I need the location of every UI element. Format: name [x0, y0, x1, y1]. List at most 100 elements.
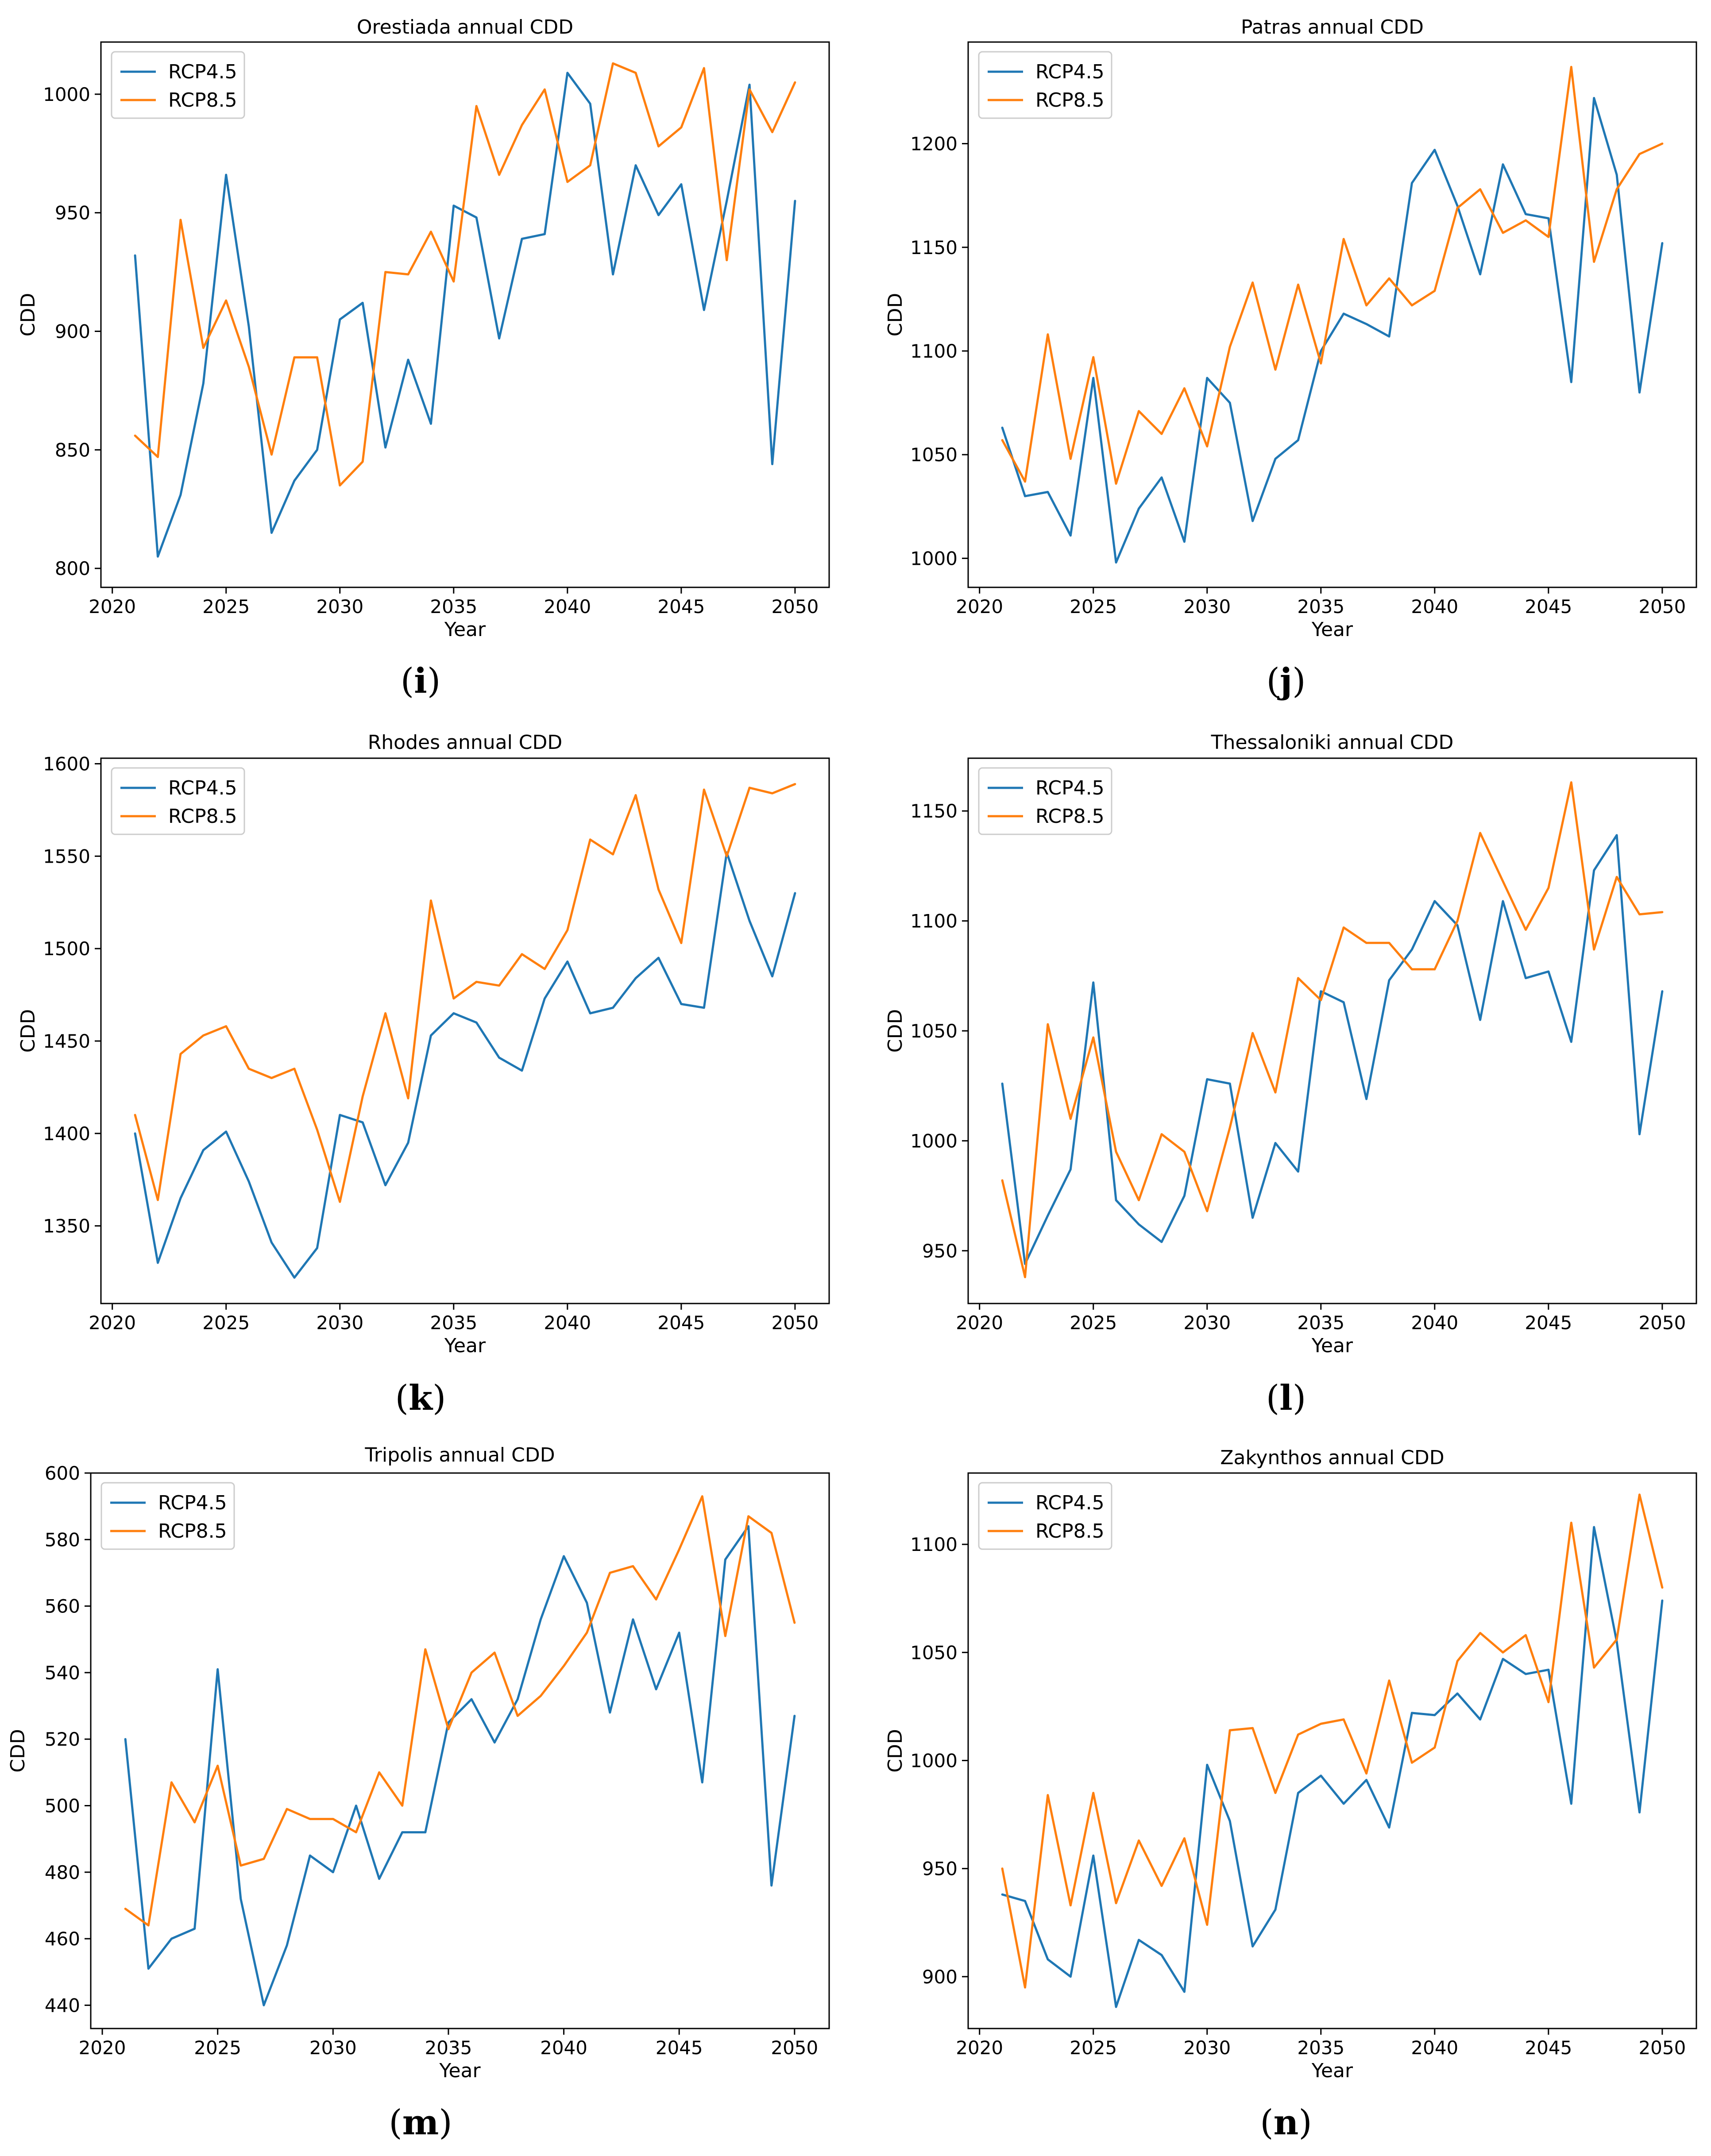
x-tick-label: 2020 [79, 2037, 126, 2059]
chart-panel-j: Patras annual CDD 2020 2025 2030 2035 2040 204… [884, 16, 1697, 701]
y-tick-label: 1050 [910, 1642, 958, 1663]
y-tick-label: 1100 [910, 910, 958, 932]
panel-letter: n [1274, 2102, 1299, 2143]
x-tick-label: 2030 [1183, 2037, 1231, 2059]
y-tick-label: 1000 [910, 1130, 958, 1152]
y-tick-label: 1000 [910, 1750, 958, 1771]
legend-label: RCP8.5 [168, 805, 237, 828]
legend-label: RCP4.5 [1035, 777, 1105, 799]
panel-label: (l) [1266, 1378, 1306, 1418]
series-line-rcp45 [1001, 97, 1664, 564]
x-tick-label: 2030 [1183, 1312, 1231, 1334]
x-axis-label: Year [444, 618, 486, 641]
plot-area-frame [967, 757, 1697, 1304]
y-tick-label: 1050 [910, 444, 958, 466]
y-axis-label: CDD [17, 293, 39, 336]
series-line-rcp45 [134, 851, 796, 1279]
x-tick-label: 2045 [657, 596, 705, 617]
x-tick-label: 2050 [1638, 2037, 1686, 2059]
legend-box [111, 767, 245, 835]
x-axis-label: Year [439, 2060, 481, 2082]
y-tick-label: 560 [45, 1596, 80, 1617]
x-tick-label: 2045 [657, 1312, 705, 1334]
chart-title: Thessaloniki annual CDD [1211, 731, 1454, 754]
y-tick-label: 950 [922, 1240, 958, 1262]
x-tick-label: 2050 [771, 596, 819, 617]
y-tick-label: 950 [922, 1858, 958, 1880]
x-tick-label: 2040 [1411, 1312, 1458, 1334]
y-tick-label: 850 [55, 439, 90, 461]
y-tick-label: 1000 [43, 84, 90, 105]
legend-label: RCP8.5 [158, 1520, 227, 1543]
y-tick-label: 460 [45, 1928, 80, 1950]
series-line-rcp45 [124, 1525, 796, 2006]
x-tick-label: 2045 [656, 2037, 703, 2059]
x-tick-label: 2025 [1070, 2037, 1117, 2059]
chart-title: Rhodes annual CDD [368, 731, 563, 754]
x-tick-label: 2030 [316, 1312, 363, 1334]
x-tick-label: 2040 [1411, 596, 1458, 617]
series-line-rcp85 [134, 783, 796, 1203]
x-axis-label: Year [1311, 2060, 1353, 2082]
plot-area-frame [967, 41, 1697, 588]
y-tick-label: 1100 [910, 340, 958, 362]
chart-title: Orestiada annual CDD [357, 16, 573, 39]
chart-title: Zakynthos annual CDD [1220, 1446, 1444, 1469]
plot-area-frame [967, 1472, 1697, 2029]
y-tick-label: 1450 [43, 1030, 90, 1052]
series-line-rcp85 [134, 62, 796, 487]
series-line-rcp45 [1001, 1526, 1664, 2008]
legend-label: RCP8.5 [1035, 89, 1105, 112]
x-tick-label: 2040 [540, 2037, 587, 2059]
legend-box [978, 51, 1112, 119]
x-axis-label: Year [1311, 618, 1353, 641]
x-tick-label: 2040 [544, 1312, 591, 1334]
x-tick-label: 2025 [202, 1312, 250, 1334]
series-line-rcp85 [1001, 781, 1664, 1278]
y-tick-label: 800 [55, 558, 90, 579]
panel-label: (m) [389, 2102, 452, 2143]
series-line-rcp85 [124, 1495, 796, 1927]
y-tick-label: 500 [45, 1795, 80, 1817]
x-tick-label: 2040 [544, 596, 591, 617]
x-tick-label: 2030 [309, 2037, 357, 2059]
x-tick-label: 2045 [1525, 596, 1572, 617]
legend-label: RCP8.5 [1035, 1520, 1105, 1543]
y-tick-label: 520 [45, 1728, 80, 1750]
y-tick-label: 1550 [43, 845, 90, 867]
legend-box [100, 1482, 235, 1550]
y-tick-label: 1000 [910, 548, 958, 569]
y-tick-label: 600 [45, 1462, 80, 1484]
y-tick-label: 580 [45, 1529, 80, 1550]
chart-panel-l: Thessaloniki annual CDD 2020 2025 2030 2035 2… [884, 731, 1697, 1418]
x-tick-label: 2035 [425, 2037, 472, 2059]
x-tick-label: 2035 [1297, 1312, 1344, 1334]
chart-title: Tripolis annual CDD [364, 1444, 555, 1466]
x-axis-label: Year [1311, 1334, 1353, 1357]
x-tick-label: 2020 [956, 1312, 1003, 1334]
series-line-rcp45 [134, 72, 796, 558]
panel-label: (n) [1260, 2102, 1312, 2143]
legend-box [978, 767, 1112, 835]
panel-letter: l [1279, 1378, 1293, 1418]
y-tick-label: 1200 [910, 133, 958, 155]
legend-label: RCP4.5 [158, 1492, 227, 1514]
x-tick-label: 2020 [956, 2037, 1003, 2059]
y-tick-label: 1150 [910, 800, 958, 822]
chart-title: Patras annual CDD [1241, 16, 1424, 39]
y-tick-label: 1050 [910, 1020, 958, 1042]
y-axis-label: CDD [884, 1009, 907, 1053]
legend-label: RCP8.5 [1035, 805, 1105, 828]
chart-panel-m: Tripolis annual CDD 2020 2025 2030 2035 2040 2… [7, 1444, 830, 2143]
panel-letter: k [409, 1378, 433, 1418]
series-line-rcp45 [1001, 834, 1664, 1265]
y-tick-label: 950 [55, 202, 90, 224]
x-tick-label: 2020 [89, 596, 136, 617]
x-tick-label: 2045 [1525, 2037, 1572, 2059]
y-tick-label: 1400 [43, 1123, 90, 1145]
y-tick-label: 1350 [43, 1215, 90, 1237]
y-tick-label: 1150 [910, 237, 958, 258]
x-tick-label: 2050 [1638, 1312, 1686, 1334]
y-axis-label: CDD [7, 1729, 29, 1772]
